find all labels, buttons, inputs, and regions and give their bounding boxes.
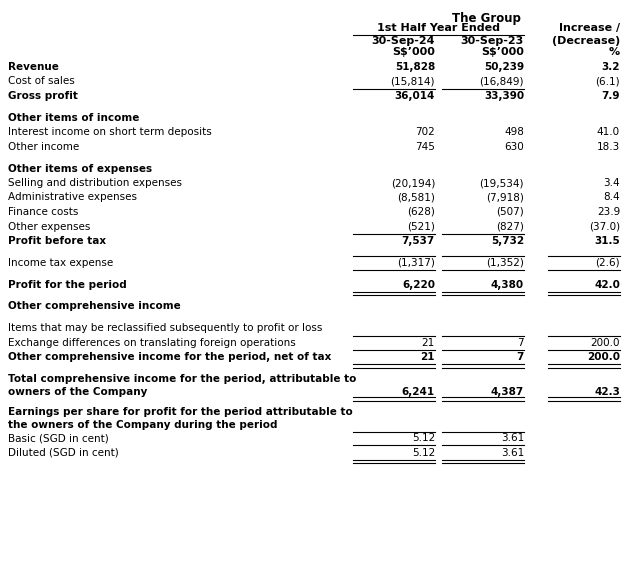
Text: 7.9: 7.9 xyxy=(602,91,620,101)
Text: (2.6): (2.6) xyxy=(595,258,620,268)
Text: 31.5: 31.5 xyxy=(594,236,620,246)
Text: Other income: Other income xyxy=(8,142,79,152)
Text: 42.0: 42.0 xyxy=(594,280,620,289)
Text: 5.12: 5.12 xyxy=(412,448,435,458)
Text: Other comprehensive income for the period, net of tax: Other comprehensive income for the perio… xyxy=(8,352,331,362)
Text: 3.61: 3.61 xyxy=(501,433,524,443)
Text: Diluted (SGD in cent): Diluted (SGD in cent) xyxy=(8,448,118,458)
Text: 7: 7 xyxy=(517,338,524,347)
Text: Profit before tax: Profit before tax xyxy=(8,236,106,246)
Text: 51,828: 51,828 xyxy=(395,62,435,72)
Text: 33,390: 33,390 xyxy=(484,91,524,101)
Text: 5,732: 5,732 xyxy=(491,236,524,246)
Text: 1st Half Year Ended: 1st Half Year Ended xyxy=(377,23,500,33)
Text: Income tax expense: Income tax expense xyxy=(8,258,113,268)
Text: Cost of sales: Cost of sales xyxy=(8,77,75,87)
Text: (16,849): (16,849) xyxy=(479,77,524,87)
Text: Other comprehensive income: Other comprehensive income xyxy=(8,301,181,311)
Text: 7: 7 xyxy=(517,352,524,362)
Text: Basic (SGD in cent): Basic (SGD in cent) xyxy=(8,433,109,443)
Text: (7,918): (7,918) xyxy=(486,192,524,203)
Text: 6,220: 6,220 xyxy=(402,280,435,289)
Text: 200.0: 200.0 xyxy=(590,338,620,347)
Text: 8.4: 8.4 xyxy=(604,192,620,203)
Text: Exchange differences on translating foreign operations: Exchange differences on translating fore… xyxy=(8,338,295,347)
Text: (6.1): (6.1) xyxy=(595,77,620,87)
Text: (19,534): (19,534) xyxy=(479,178,524,188)
Text: Gross profit: Gross profit xyxy=(8,91,78,101)
Text: Other expenses: Other expenses xyxy=(8,222,90,231)
Text: 42.3: 42.3 xyxy=(594,387,620,397)
Text: (521): (521) xyxy=(407,222,435,231)
Text: Earnings per share for profit for the period attributable to: Earnings per share for profit for the pe… xyxy=(8,407,353,417)
Text: (1,352): (1,352) xyxy=(486,258,524,268)
Text: S$’000: S$’000 xyxy=(481,47,524,57)
Text: Selling and distribution expenses: Selling and distribution expenses xyxy=(8,178,182,188)
Text: 3.61: 3.61 xyxy=(501,448,524,458)
Text: 30-Sep-24: 30-Sep-24 xyxy=(372,36,435,46)
Text: Profit for the period: Profit for the period xyxy=(8,280,127,289)
Text: Other items of income: Other items of income xyxy=(8,113,139,122)
Text: 41.0: 41.0 xyxy=(597,127,620,137)
Text: 498: 498 xyxy=(504,127,524,137)
Text: (1,317): (1,317) xyxy=(397,258,435,268)
Text: 4,387: 4,387 xyxy=(491,387,524,397)
Text: 702: 702 xyxy=(415,127,435,137)
Text: Administrative expenses: Administrative expenses xyxy=(8,192,137,203)
Text: (20,194): (20,194) xyxy=(391,178,435,188)
Text: (15,814): (15,814) xyxy=(391,77,435,87)
Text: 745: 745 xyxy=(415,142,435,152)
Text: 630: 630 xyxy=(504,142,524,152)
Text: Items that may be reclassified subsequently to profit or loss: Items that may be reclassified subsequen… xyxy=(8,323,323,333)
Text: (507): (507) xyxy=(496,207,524,217)
Text: (Decrease): (Decrease) xyxy=(552,36,620,46)
Text: The Group: The Group xyxy=(452,12,521,25)
Text: 18.3: 18.3 xyxy=(597,142,620,152)
Text: 21: 21 xyxy=(421,338,435,347)
Text: 3.4: 3.4 xyxy=(604,178,620,188)
Text: S$’000: S$’000 xyxy=(392,47,435,57)
Text: 200.0: 200.0 xyxy=(587,352,620,362)
Text: %: % xyxy=(609,47,620,57)
Text: (8,581): (8,581) xyxy=(397,192,435,203)
Text: Finance costs: Finance costs xyxy=(8,207,78,217)
Text: Interest income on short term deposits: Interest income on short term deposits xyxy=(8,127,212,137)
Text: 30-Sep-23: 30-Sep-23 xyxy=(461,36,524,46)
Text: the owners of the Company during the period: the owners of the Company during the per… xyxy=(8,420,277,430)
Text: Increase /: Increase / xyxy=(559,23,620,33)
Text: (37.0): (37.0) xyxy=(589,222,620,231)
Text: 3.2: 3.2 xyxy=(602,62,620,72)
Text: 23.9: 23.9 xyxy=(597,207,620,217)
Text: 36,014: 36,014 xyxy=(394,91,435,101)
Text: 4,380: 4,380 xyxy=(491,280,524,289)
Text: 21: 21 xyxy=(420,352,435,362)
Text: Revenue: Revenue xyxy=(8,62,59,72)
Text: 6,241: 6,241 xyxy=(402,387,435,397)
Text: (628): (628) xyxy=(407,207,435,217)
Text: 7,537: 7,537 xyxy=(402,236,435,246)
Text: 5.12: 5.12 xyxy=(412,433,435,443)
Text: (827): (827) xyxy=(496,222,524,231)
Text: owners of the Company: owners of the Company xyxy=(8,387,147,397)
Text: 50,239: 50,239 xyxy=(484,62,524,72)
Text: Other items of expenses: Other items of expenses xyxy=(8,163,152,173)
Text: Total comprehensive income for the period, attributable to: Total comprehensive income for the perio… xyxy=(8,374,357,384)
